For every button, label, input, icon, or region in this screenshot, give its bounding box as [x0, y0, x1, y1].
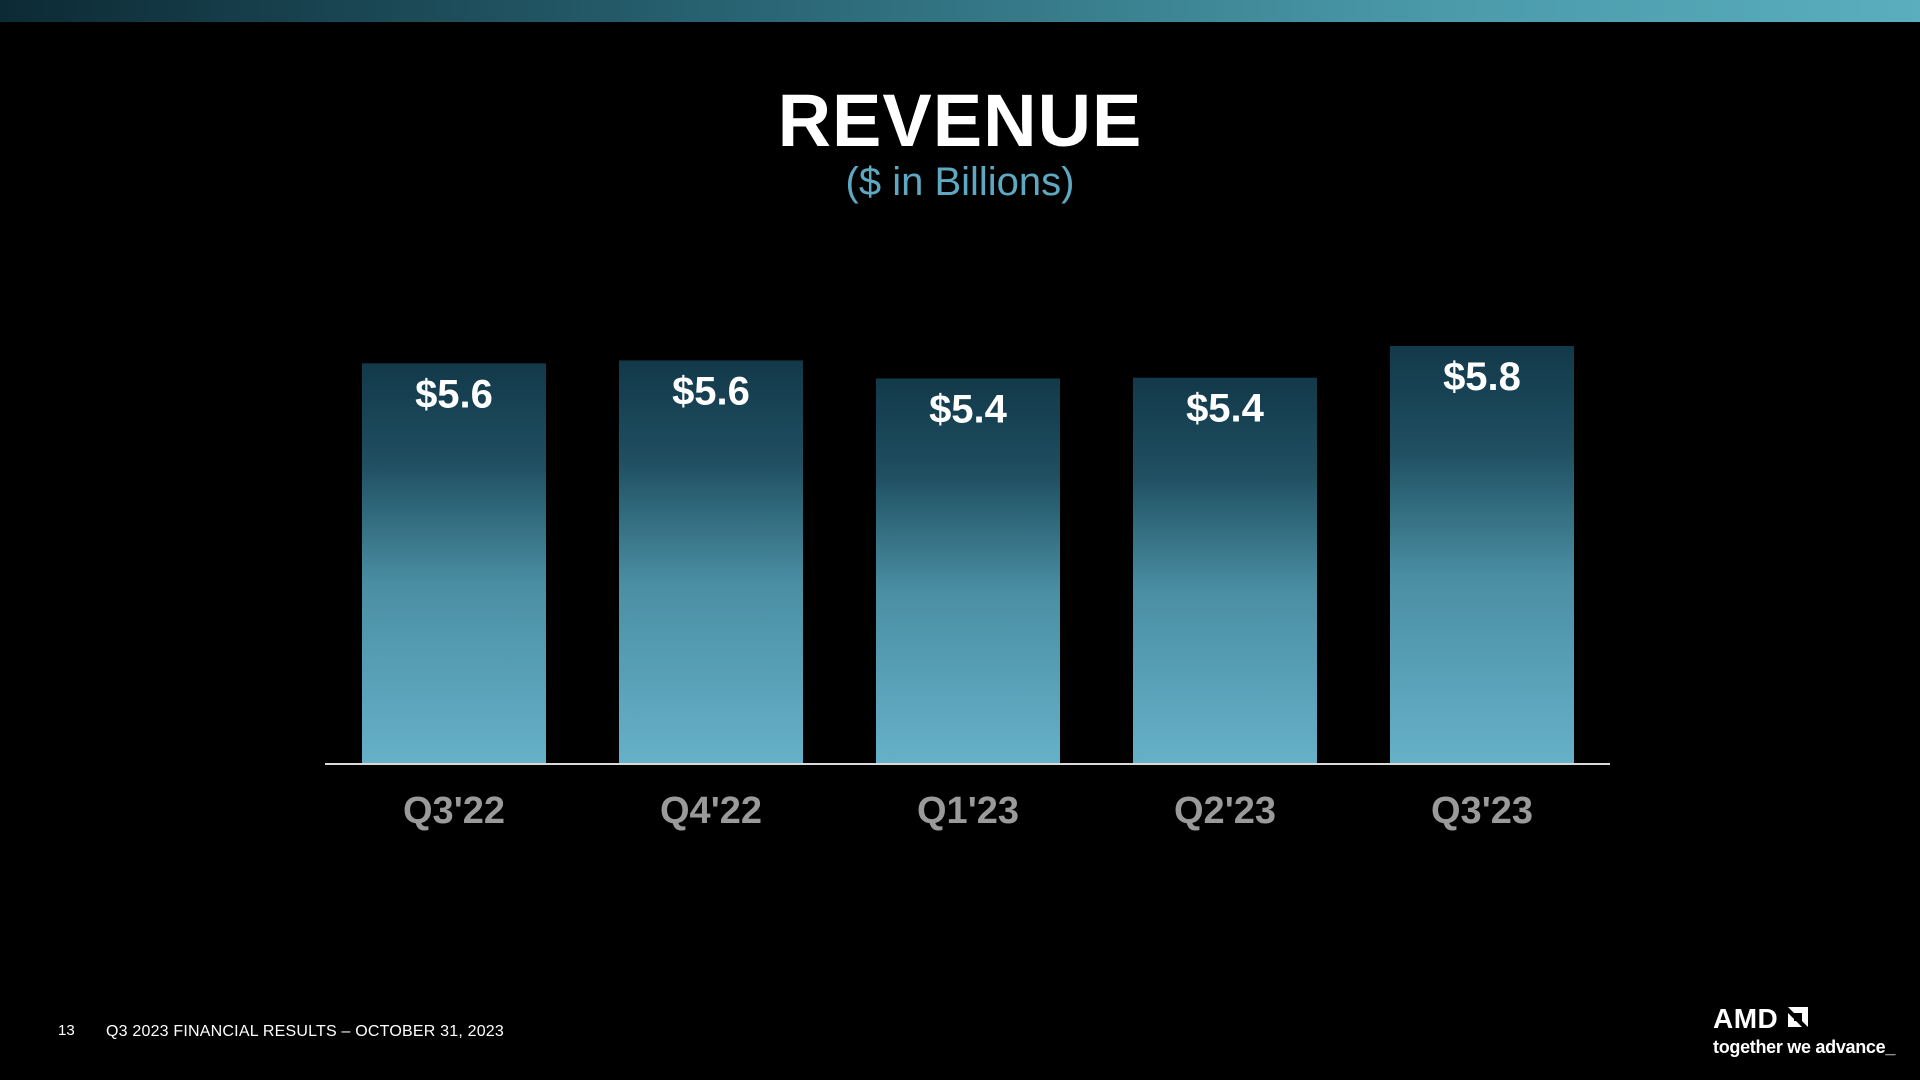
- bar-Q3'22: [362, 363, 546, 764]
- x-tick-label-Q3'23: Q3'23: [1431, 790, 1533, 832]
- x-tick-label-Q3'22: Q3'22: [403, 790, 505, 832]
- amd-arrow-icon: [1785, 1004, 1811, 1035]
- chart-title: REVENUE: [777, 79, 1143, 162]
- x-tick-label-Q4'22: Q4'22: [660, 790, 762, 832]
- page-number: 13: [58, 1022, 75, 1039]
- logo-tagline: together we advance_: [1713, 1037, 1896, 1057]
- chart-subtitle: ($ in Billions): [845, 160, 1075, 204]
- footer-caption: Q3 2023 FINANCIAL RESULTS – OCTOBER 31, …: [106, 1023, 505, 1040]
- x-tick-label-Q2'23: Q2'23: [1174, 790, 1276, 832]
- bar-Q2'23: [1133, 377, 1317, 764]
- x-tick-label-Q1'23: Q1'23: [917, 790, 1019, 832]
- bar-Q3'23: [1390, 346, 1574, 764]
- data-label-Q4'22: $5.6: [672, 369, 750, 413]
- logo-wordmark: AMD: [1713, 1003, 1779, 1034]
- bars-group: $5.6 Q3'22 $5.6 Q4'22 $5.4 Q1'23 $5.4 Q2'23 $5.8…: [362, 346, 1574, 832]
- bar-Q1'23: [876, 378, 1060, 764]
- data-label-Q2'23: $5.4: [1186, 387, 1265, 431]
- amd-logo: AMD together we advance_: [1713, 1003, 1903, 1058]
- top-accent-bar: [0, 0, 1920, 22]
- bar-Q4'22: [619, 360, 803, 764]
- data-label-Q1'23: $5.4: [929, 387, 1008, 431]
- data-label-Q3'23: $5.8: [1443, 355, 1521, 399]
- data-label-Q3'22: $5.6: [415, 372, 493, 416]
